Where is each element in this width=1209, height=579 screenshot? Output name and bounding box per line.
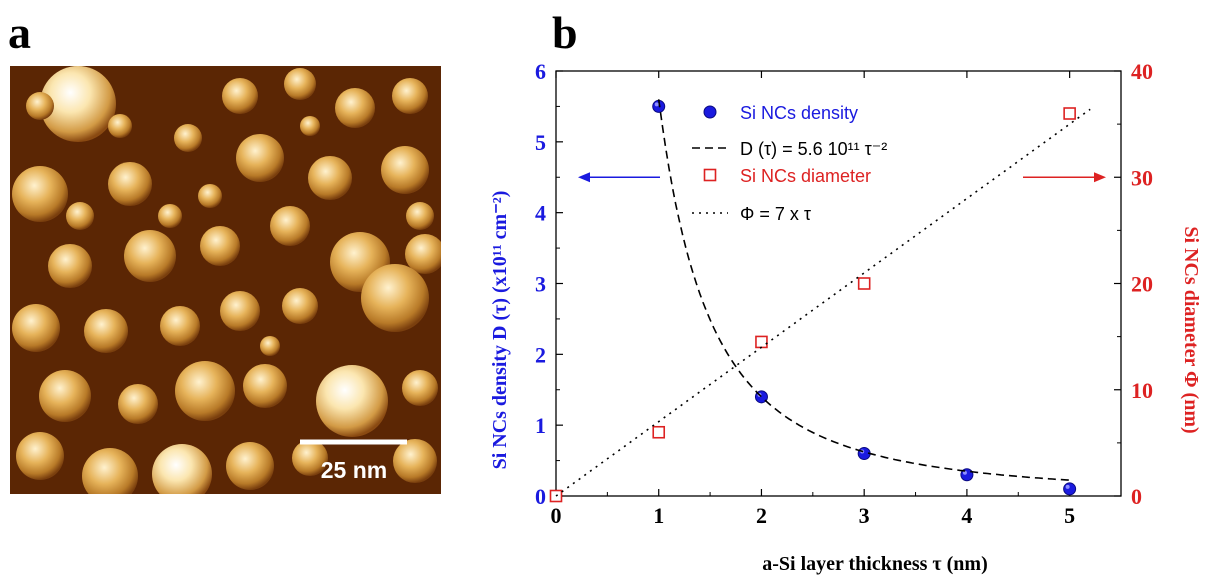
afm-grain (335, 88, 375, 128)
afm-grain (26, 92, 54, 120)
afm-grain (152, 444, 212, 494)
y-left-tick-label: 5 (535, 130, 546, 155)
legend-label: Si NCs density (740, 103, 858, 123)
afm-grain (66, 202, 94, 230)
afm-grain (40, 66, 116, 142)
afm-grain (406, 202, 434, 230)
afm-grain (292, 440, 328, 476)
axis-arrows (578, 172, 1106, 183)
afm-grain (118, 384, 158, 424)
x-tick-label: 4 (961, 503, 972, 528)
x-tick-label: 2 (756, 503, 767, 528)
data-point-highlight (1065, 484, 1070, 489)
y-right-tick-label: 40 (1131, 59, 1153, 84)
y-right-tick-label: 20 (1131, 272, 1153, 297)
afm-grain (158, 204, 182, 228)
legend-label: Φ = 7 x τ (740, 204, 811, 224)
afm-grain (361, 264, 429, 332)
afm-grain (300, 116, 320, 136)
afm-grain (222, 78, 258, 114)
y-left-tick-label: 2 (535, 342, 546, 367)
y-left-tick-label: 4 (535, 201, 546, 226)
afm-grain (108, 114, 132, 138)
axis-ticks: 0 1 2 3 4 5 0 1 2 3 4 5 6 0 10 20 30 40 (535, 59, 1153, 528)
data-point-diameter (755, 335, 768, 349)
afm-grain (108, 162, 152, 206)
afm-grain (381, 146, 429, 194)
afm-grain (402, 370, 438, 406)
legend-label: Si NCs diameter (740, 166, 871, 186)
afm-grain (84, 309, 128, 353)
panel-b-label: b (552, 7, 578, 58)
arrow-right-head (1094, 172, 1106, 183)
legend-marker-density (703, 105, 717, 119)
chart-panel-b: 0 1 2 3 4 5 0 1 2 3 4 5 6 0 10 20 30 40 Si NCs density D (… (489, 59, 1200, 575)
data-point-highlight (654, 102, 659, 107)
y-left-tick-label: 3 (535, 272, 546, 297)
afm-image: 25 nm (10, 66, 441, 494)
y-right-tick-label: 10 (1131, 378, 1153, 403)
afm-grain (220, 291, 260, 331)
afm-grain (270, 206, 310, 246)
y-axis-left-label: Si NCs density D (τ) (x10¹¹ cm⁻²) (489, 191, 511, 470)
x-tick-label: 0 (551, 503, 562, 528)
afm-grain (260, 336, 280, 356)
data-point-diameter (1063, 107, 1076, 120)
y-right-tick-label: 30 (1131, 165, 1153, 190)
y-left-tick-label: 0 (535, 484, 546, 509)
afm-grain (160, 306, 200, 346)
afm-topography: 25 nm (10, 66, 441, 494)
afm-grain (174, 124, 202, 152)
legend-marker-diameter (703, 168, 717, 182)
afm-grains (12, 66, 441, 494)
afm-grain (82, 448, 138, 494)
afm-grain (124, 230, 176, 282)
arrow-left-head (578, 172, 590, 183)
afm-grain (243, 364, 287, 408)
data-point-highlight (962, 470, 967, 475)
afm-grain (39, 370, 91, 422)
y-left-tick-label: 6 (535, 59, 546, 84)
y-left-tick-label: 1 (535, 413, 546, 438)
plot-area (555, 70, 1122, 497)
afm-grain (284, 68, 316, 100)
x-tick-label: 3 (859, 503, 870, 528)
panel-a-label: a (8, 7, 31, 58)
data-point-density (1063, 482, 1077, 496)
afm-grain (48, 244, 92, 288)
afm-grain (236, 134, 284, 182)
data-point-diameter (857, 277, 871, 290)
scale-bar-label: 25 nm (321, 457, 387, 483)
plot-border (555, 70, 1122, 497)
afm-grain (16, 432, 64, 480)
afm-grain (405, 234, 441, 274)
afm-grain (198, 184, 222, 208)
afm-grain (12, 166, 68, 222)
y-axis-right-label: Si NCs diameter Φ (nm) (1180, 226, 1200, 433)
afm-grain (200, 226, 240, 266)
afm-grain (226, 442, 274, 490)
data-point-diameter (652, 425, 666, 439)
x-tick-label: 5 (1064, 503, 1075, 528)
series-layer (549, 99, 1091, 503)
fit-line (555, 108, 1091, 497)
afm-grain (316, 365, 388, 437)
afm-grain (12, 304, 60, 352)
legend: Si NCs density D (τ) = 5.6 10¹¹ τ⁻² Si NCs… (692, 103, 887, 224)
y-right-tick-label: 0 (1131, 484, 1142, 509)
x-tick-label: 1 (653, 503, 664, 528)
afm-grain (282, 288, 318, 324)
legend-label: D (τ) = 5.6 10¹¹ τ⁻² (740, 139, 887, 159)
afm-grain (175, 361, 235, 421)
afm-grain (392, 78, 428, 114)
afm-grain (308, 156, 352, 200)
x-axis-label: a-Si layer thickness τ (nm) (762, 553, 988, 575)
afm-grain (393, 439, 437, 483)
fit-line (657, 99, 1070, 481)
